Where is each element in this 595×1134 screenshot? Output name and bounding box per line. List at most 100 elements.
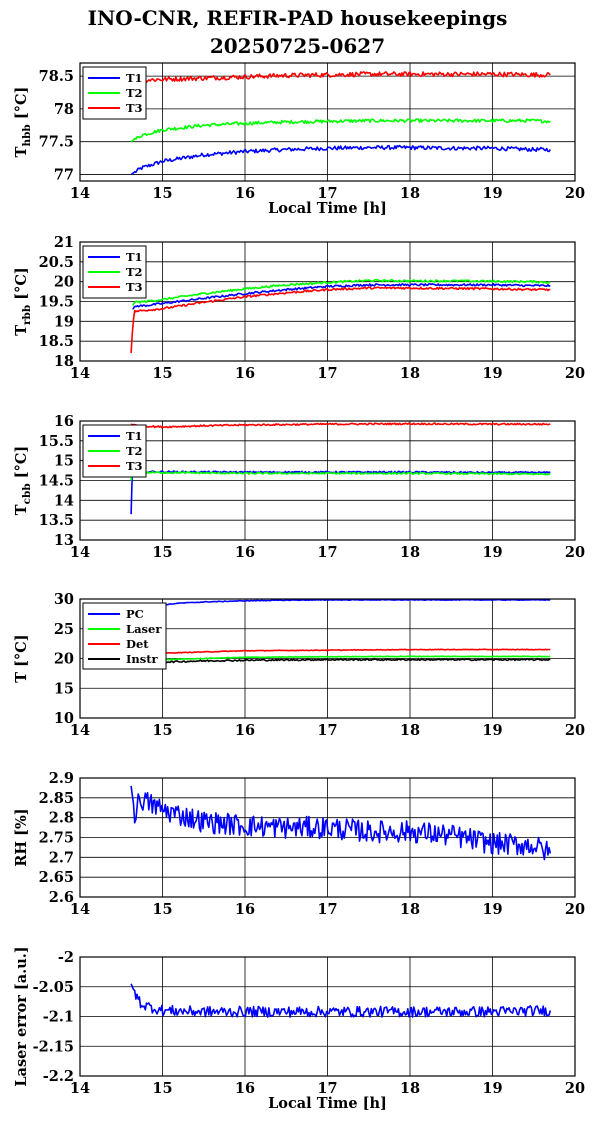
series-line-laser (131, 655, 551, 663)
legend-label: Instr (126, 652, 159, 666)
x-tick-label: 16 (235, 901, 255, 918)
y-tick-label: 2.7 (49, 849, 74, 866)
x-tick-label: 18 (400, 1080, 420, 1097)
y-tick-label: 18 (54, 353, 74, 370)
series-line-t1 (130, 470, 551, 515)
y-tick-label: -2.15 (33, 1038, 74, 1055)
plot-frame (79, 420, 576, 541)
y-axis-label: Tcbb [°C] (13, 446, 33, 515)
panel-1: 14 15 16 17 18 19 20 77 77.5 78 78.5 Local Time [h]… (13, 62, 585, 217)
y-tick-label: 2.85 (39, 790, 74, 807)
y-tick-label: 19 (54, 313, 74, 330)
x-tick-label: 18 (400, 722, 420, 739)
panel-3: 14 15 16 17 18 19 20 13 13.5 14 14.5 15 15.5 16 Tcbb [… (13, 413, 585, 561)
series-line-det (131, 648, 551, 657)
x-tick-label: 19 (482, 544, 502, 561)
x-tick-label: 15 (152, 722, 172, 739)
legend-label: T3 (126, 101, 143, 115)
x-tick-label: 20 (565, 185, 585, 202)
x-tick-label: 14 (70, 185, 90, 202)
plot-frame (79, 241, 576, 362)
y-tick-label: -2.1 (43, 1009, 74, 1026)
x-tick-label: 16 (235, 1080, 255, 1097)
y-tick-label: 77 (54, 166, 74, 183)
x-tick-label: 19 (482, 901, 502, 918)
legend-label: T1 (126, 71, 143, 85)
y-tick-label: 15 (54, 453, 74, 470)
series-line-instr (131, 658, 551, 665)
x-tick-label: 16 (235, 544, 255, 561)
x-tick-label: 16 (235, 722, 255, 739)
plot-frame (79, 598, 576, 719)
figure-title: INO-CNR, REFIR-PAD housekeepings 2025072… (0, 4, 595, 60)
y-tick-label: 2.9 (49, 770, 74, 787)
x-tick-label: 14 (70, 544, 90, 561)
y-tick-label: 78 (54, 101, 74, 118)
y-tick-label: 14 (54, 492, 74, 509)
legend-label: T2 (126, 86, 143, 100)
x-tick-label: 17 (317, 185, 337, 202)
x-tick-label: 14 (70, 1080, 90, 1097)
y-tick-label: 20 (54, 274, 74, 291)
legend-label: T2 (126, 265, 143, 279)
x-tick-label: 17 (317, 544, 337, 561)
x-tick-label: 15 (152, 365, 172, 382)
y-tick-label: 14.5 (39, 473, 74, 490)
x-tick-label: 20 (565, 1080, 585, 1097)
x-tick-label: 15 (152, 185, 172, 202)
legend-label: T2 (126, 444, 143, 458)
y-tick-label: 13.5 (39, 512, 74, 529)
y-tick-label: 78.5 (39, 68, 74, 85)
y-tick-label: 30 (54, 591, 74, 608)
panel-6: 14 15 16 17 18 19 20 -2.2 -2.15 -2.1 -2.05 -2 Local … (13, 946, 585, 1112)
x-tick-label: 19 (482, 185, 502, 202)
x-tick-label: 19 (482, 365, 502, 382)
series-line-pc (131, 598, 551, 609)
x-tick-label: 16 (235, 365, 255, 382)
y-tick-label: 13 (54, 532, 74, 549)
legend-label: Laser (126, 622, 162, 636)
x-tick-label: 17 (317, 1080, 337, 1097)
y-tick-label: 20.5 (39, 254, 74, 271)
y-tick-label: 15.5 (39, 433, 74, 450)
y-tick-label: -2.2 (43, 1068, 74, 1085)
y-axis-label: Thbb [°C] (13, 87, 33, 158)
y-tick-label: 10 (54, 710, 74, 727)
plot-frame (79, 956, 576, 1077)
y-tick-label: -2 (58, 949, 74, 966)
series-line-t1 (132, 283, 551, 310)
y-axis-label: T [°C] (13, 634, 30, 682)
legend-label: T1 (126, 429, 143, 443)
x-tick-label: 15 (152, 544, 172, 561)
legend-label: T1 (126, 250, 143, 264)
x-tick-label: 20 (565, 722, 585, 739)
x-tick-label: 19 (482, 722, 502, 739)
panel-4: 14 15 16 17 18 19 20 10 15 20 25 30 T [°C] PCLaserDet… (13, 591, 585, 739)
legend-label: Det (126, 637, 149, 651)
y-tick-label: 18.5 (39, 333, 74, 350)
y-tick-label: 21 (54, 234, 74, 251)
y-tick-label: 77.5 (39, 134, 74, 151)
x-tick-label: 18 (400, 901, 420, 918)
y-axis-label: RH [%] (13, 808, 30, 866)
x-tick-label: 18 (400, 185, 420, 202)
series-line-t2 (132, 278, 551, 306)
x-tick-label: 17 (317, 365, 337, 382)
series-line-t3 (130, 71, 551, 84)
y-tick-label: 16 (54, 413, 74, 430)
panel-5: 14 15 16 17 18 19 20 2.6 2.65 2.7 2.75 2.8 2.85 2.9 RH… (13, 770, 585, 918)
x-tick-label: 18 (400, 544, 420, 561)
x-tick-label: 18 (400, 365, 420, 382)
x-axis-label: Local Time [h] (268, 1095, 387, 1112)
series-line-t3 (130, 286, 551, 354)
y-tick-label: -2.05 (33, 979, 74, 996)
x-tick-label: 16 (235, 185, 255, 202)
y-tick-label: 15 (54, 680, 74, 697)
series-line-t1 (130, 144, 551, 176)
series-line-t2 (130, 470, 551, 481)
y-axis-label: Trbb [°C] (13, 267, 33, 336)
x-tick-label: 14 (70, 722, 90, 739)
